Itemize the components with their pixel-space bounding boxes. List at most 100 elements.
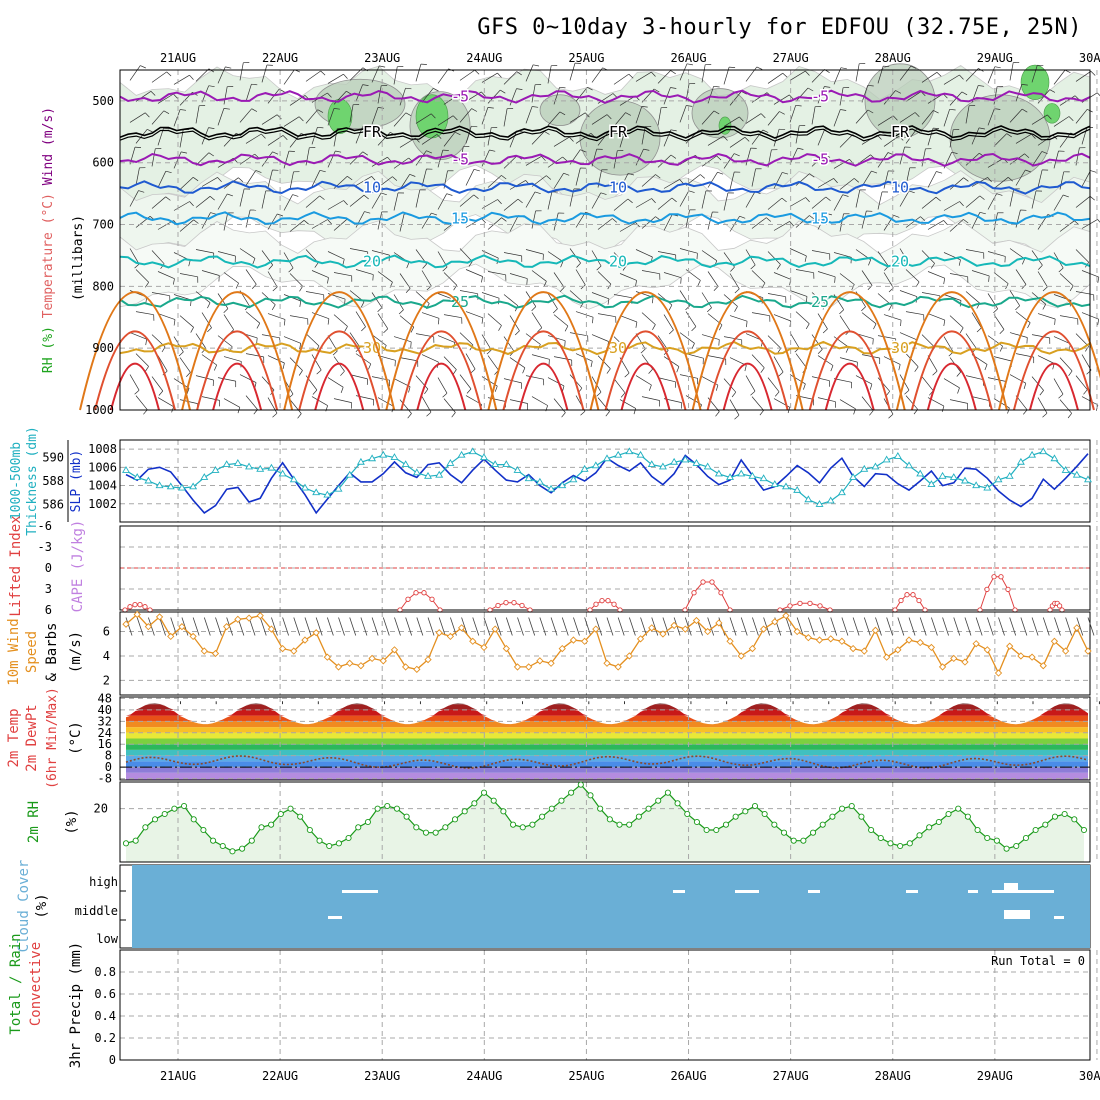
wind-barb-flag xyxy=(936,72,942,77)
wind-barb xyxy=(239,248,256,259)
wind-barb-flag xyxy=(1015,305,1020,311)
surface-heat-contour xyxy=(518,362,569,411)
wind-barb xyxy=(597,355,611,369)
wind-barb xyxy=(1009,248,1025,260)
wind-barb xyxy=(135,129,148,144)
rh-marker xyxy=(461,808,468,815)
wind-barb-flag xyxy=(826,213,832,216)
thickness-slp-panel: 590 588 586 1008 1006 1004 1002 1000-500mb Thick… xyxy=(9,426,1098,536)
wind-barb-flag xyxy=(596,265,602,271)
slp-tick-label: 1004 xyxy=(88,479,117,493)
wind-barb xyxy=(289,399,302,414)
temp-contour-label: 10 xyxy=(891,178,909,196)
lifted-tick-label: 6 xyxy=(45,603,52,617)
wind-barb-flag xyxy=(251,284,257,289)
lifted-index-marker xyxy=(127,604,133,610)
wind-barb xyxy=(157,313,176,320)
rh-marker xyxy=(684,810,691,818)
thickness-marker xyxy=(815,500,824,507)
rh-moist-region xyxy=(327,98,353,134)
wind-barb-flag xyxy=(933,127,940,129)
lifted-index-marker xyxy=(709,579,715,585)
wind-barb-flag xyxy=(898,364,901,371)
rh-marker xyxy=(190,816,197,823)
wind-barb xyxy=(905,216,921,228)
wind-barb xyxy=(245,395,258,410)
wind-barb xyxy=(525,64,534,82)
wind-barb xyxy=(657,377,676,383)
wind-barb-flag xyxy=(580,149,586,153)
panel-frame xyxy=(119,611,1091,696)
wind-barb xyxy=(399,357,418,362)
wind-barb xyxy=(509,273,528,279)
temp-contour-label: 10 xyxy=(609,178,627,196)
rh-marker xyxy=(926,824,933,831)
wind-barb-flag xyxy=(252,258,256,265)
wind-barb xyxy=(883,272,894,289)
rh-marker xyxy=(539,813,546,820)
wind-barb-flag xyxy=(734,153,740,157)
wind-barb-flag xyxy=(624,372,630,378)
wind-speed-marker xyxy=(648,624,656,632)
rh-marker xyxy=(239,845,246,852)
thickness-marker xyxy=(1016,457,1025,465)
wind-barb xyxy=(789,248,807,257)
surface-wind-barb xyxy=(382,617,390,636)
wind-barb xyxy=(355,84,363,102)
wind-barb-flag xyxy=(225,66,232,69)
wind-barb-flag xyxy=(343,200,348,206)
wind-barb-flag xyxy=(299,286,303,292)
thickness-marker xyxy=(692,459,701,466)
thickness-marker xyxy=(826,496,835,504)
surface-wind-barb xyxy=(360,617,368,636)
wind-barb xyxy=(503,252,522,257)
lifted-index-marker xyxy=(519,602,525,609)
wind-speed-marker xyxy=(771,618,779,626)
wind-barb xyxy=(487,175,502,188)
wind-barb xyxy=(151,196,166,209)
rh-marker xyxy=(268,821,275,828)
wind-barb xyxy=(635,249,653,258)
temp-contour-label: FR xyxy=(363,123,382,141)
chart-title-group: GFS 0~10day 3-hourly for EDFOU (32.75E, … xyxy=(160,15,1100,65)
pressure-tick-label: 800 xyxy=(92,279,114,293)
wind-barb xyxy=(201,212,211,229)
wind-barb xyxy=(767,111,780,126)
wind-barb xyxy=(1075,333,1089,347)
wind-barb xyxy=(729,216,740,232)
surface-wind-barb xyxy=(472,617,480,636)
wind-barb xyxy=(531,210,536,229)
wind-barb xyxy=(971,396,990,402)
wind-barb xyxy=(371,250,390,256)
wind-barb-flag xyxy=(987,177,992,183)
wind-barb-flag xyxy=(327,92,332,98)
wind-speed-marker xyxy=(1006,642,1014,650)
top-date-label: 30AUG xyxy=(1079,51,1100,65)
wind-barb-flag xyxy=(1025,169,1032,173)
surface-wind-barb xyxy=(483,617,491,636)
wind-barb xyxy=(773,94,790,105)
surface-wind-barb xyxy=(752,617,759,636)
lifted-index-marker xyxy=(511,600,517,606)
wind-barb xyxy=(877,251,889,267)
temp-color-band xyxy=(126,744,1088,750)
thickness-marker xyxy=(345,470,354,478)
wind-barb-flag xyxy=(976,327,982,333)
rh-marker xyxy=(906,840,913,847)
wind-barb-flag xyxy=(134,263,140,269)
wind-barb xyxy=(701,292,712,308)
wind-barb-flag xyxy=(825,196,831,201)
wind-barb xyxy=(201,312,212,328)
thickness-marker xyxy=(614,450,623,458)
wind-barb-flag xyxy=(383,328,389,334)
wind-barb-flag xyxy=(516,71,522,76)
wind-barb-flag xyxy=(606,368,611,374)
top-date-label: 23AUG xyxy=(364,51,400,65)
wind-barb-flag xyxy=(251,108,258,112)
rh-marker xyxy=(645,805,652,812)
wind-barb xyxy=(261,114,278,125)
rh-marker xyxy=(229,848,236,855)
thickness-marker xyxy=(871,462,880,470)
thickness-marker xyxy=(591,461,600,469)
wind-barb xyxy=(767,293,786,298)
